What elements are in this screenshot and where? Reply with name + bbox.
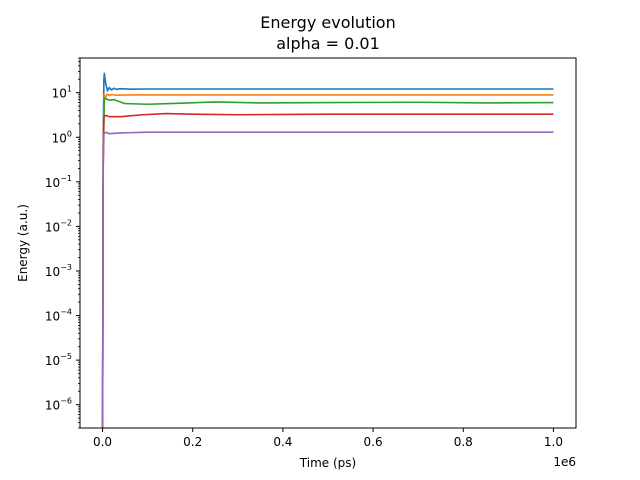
x-offset-label: 1e6 — [553, 455, 576, 469]
y-axis: 101 100 10−1 10−2 10−3 10−4 10−5 10−6 — [45, 57, 80, 429]
series-line-3 — [101, 97, 554, 428]
chart-subtitle: alpha = 0.01 — [276, 34, 380, 53]
y-axis-label: Energy (a.u.) — [16, 204, 30, 282]
y-tick-label: 100 — [52, 129, 72, 145]
plot-frame — [79, 57, 577, 429]
y-tick-label: 10−3 — [45, 263, 72, 279]
series-line-4 — [101, 112, 554, 428]
y-tick-label: 10−5 — [45, 352, 72, 368]
y-tick-label: 10−4 — [45, 308, 72, 324]
x-tick-label: 0.2 — [183, 435, 202, 449]
y-tick-label: 10−1 — [45, 174, 72, 190]
x-tick-label: 0.6 — [364, 435, 383, 449]
x-axis-label: Time (ps) — [299, 456, 356, 470]
series-line-1 — [101, 72, 554, 428]
series-line-2 — [101, 93, 554, 428]
chart-title: Energy evolution — [260, 13, 395, 32]
x-tick-label: 0.0 — [93, 435, 112, 449]
y-tick-label: 101 — [52, 85, 72, 101]
x-tick-label: 1.0 — [544, 435, 563, 449]
x-tick-label: 0.8 — [454, 435, 473, 449]
series-layer — [101, 72, 554, 428]
x-axis: 0.0 0.2 0.4 0.6 0.8 1.0 — [93, 428, 563, 449]
y-tick-label: 10−6 — [45, 397, 72, 413]
series-line-5 — [101, 131, 554, 428]
y-tick-label: 10−2 — [45, 218, 72, 234]
x-tick-label: 0.4 — [273, 435, 292, 449]
